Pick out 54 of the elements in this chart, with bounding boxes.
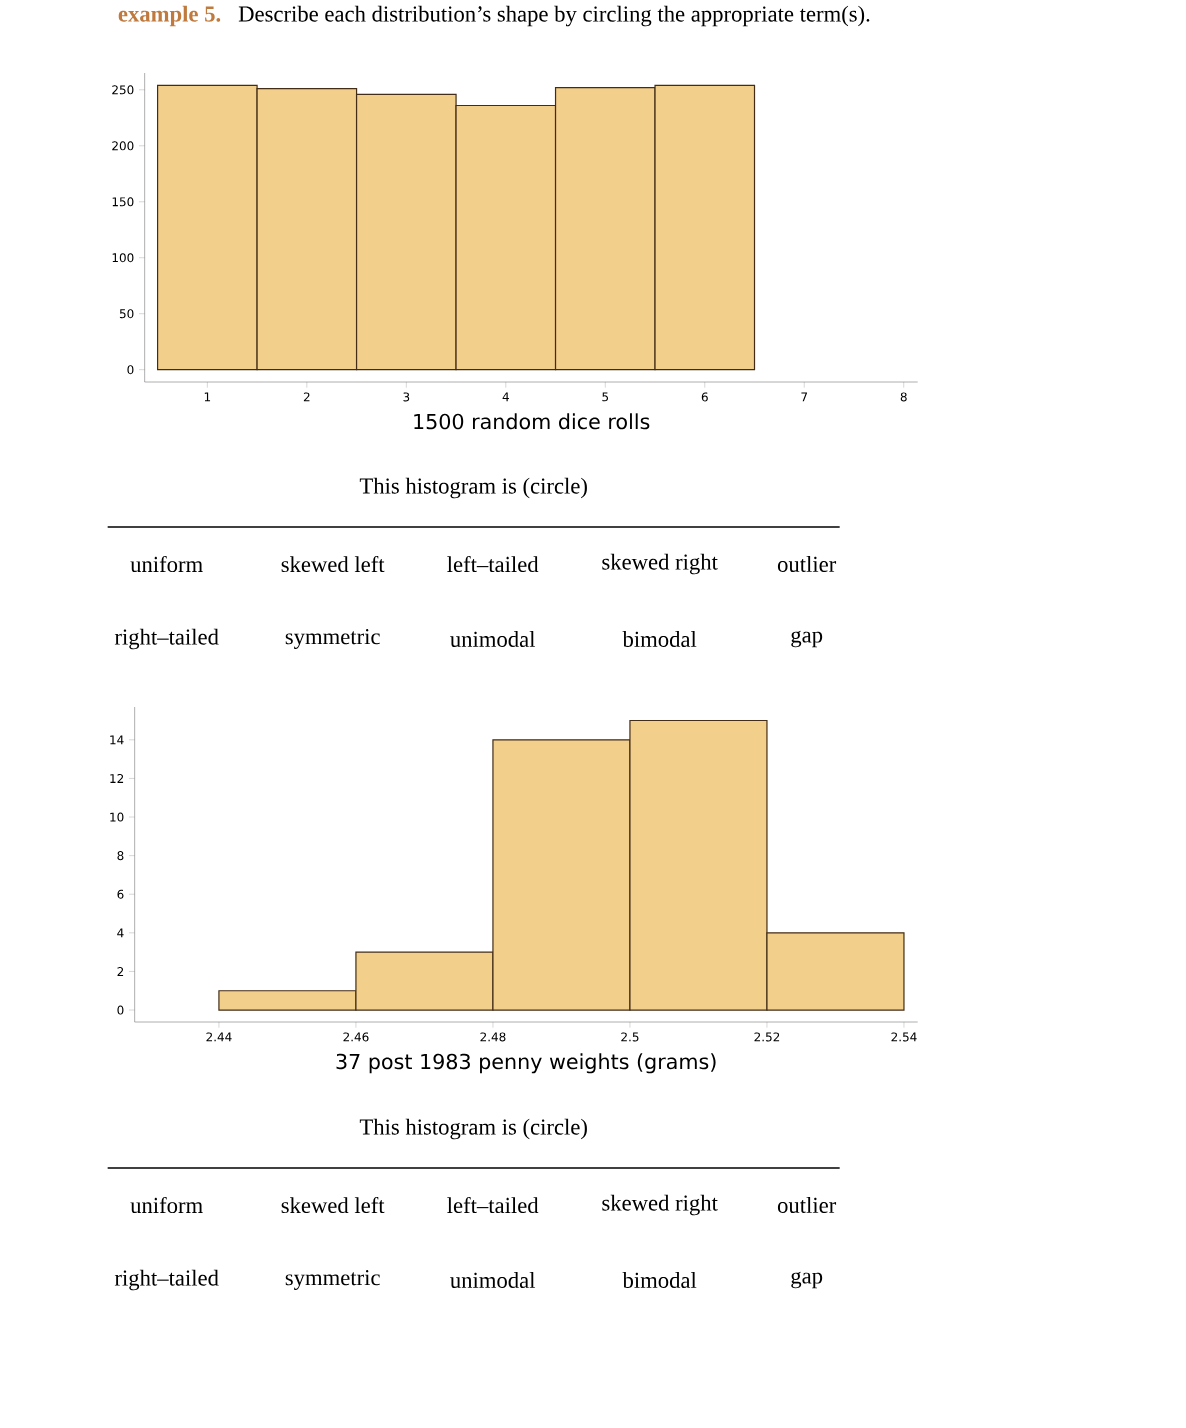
text: unimodal: [450, 631, 536, 647]
x-tick-label: 2.5: [621, 1032, 639, 1042]
x-tick-label: 3: [403, 392, 410, 402]
x-tick-label: 2.46: [343, 1032, 369, 1042]
y-tick-label: 0: [117, 1005, 124, 1015]
y-tick-label: 12: [110, 773, 124, 783]
x-tick-label: 8: [900, 392, 907, 402]
x-tick-label: 2: [304, 392, 310, 402]
x-axis-title: 37 post 1983 penny weights (grams): [336, 1053, 716, 1074]
y-tick-label: 14: [110, 735, 124, 745]
x-tick-label: 4: [502, 392, 510, 402]
x-axis-title: 1500 random dice rolls: [414, 413, 650, 430]
text: This histogram is (circle): [360, 1118, 588, 1140]
y-tick-label: 250: [112, 85, 134, 95]
y-tick-label: 100: [112, 253, 134, 263]
text: right–tailed: [115, 628, 219, 650]
text: symmetric: [285, 1270, 380, 1290]
x-tick-label: 2.52: [754, 1032, 780, 1042]
text: left–tailed: [447, 555, 539, 573]
text: skewed left: [281, 555, 385, 573]
y-tick-label: 2: [117, 966, 124, 976]
y-tick-label: 6: [117, 889, 124, 899]
text: gap: [791, 630, 823, 648]
x-tick-label: 2.48: [480, 1032, 506, 1042]
text: This histogram is (circle): [360, 477, 588, 499]
chart-subtitle: Describe each distribution’s shape by circling the appropriate term(s).: [238, 5, 870, 27]
y-tick-label: 50: [120, 309, 134, 319]
x-tick-label: 7: [801, 392, 808, 402]
x-tick-label: 1: [205, 392, 211, 402]
x-tick-label: 2.54: [891, 1032, 917, 1042]
text: uniform: [130, 1196, 203, 1214]
text: skewed right: [602, 1194, 718, 1216]
text: bimodal: [622, 1272, 697, 1288]
x-tick-label: 6: [701, 392, 708, 402]
y-tick-label: 4: [117, 928, 124, 938]
text: skewed left: [281, 1196, 385, 1214]
chart-title: example 5.: [118, 5, 221, 27]
y-tick-label: 0: [127, 365, 134, 375]
y-tick-label: 200: [112, 141, 134, 151]
text: outlier: [778, 1197, 837, 1213]
text: left–tailed: [447, 1196, 539, 1214]
y-tick-label: 150: [112, 197, 134, 207]
text: uniform: [130, 555, 203, 573]
text: right–tailed: [115, 1269, 219, 1291]
x-tick-label: 2.44: [206, 1032, 232, 1042]
text: skewed right: [602, 553, 718, 575]
text: gap: [791, 1271, 823, 1289]
text: symmetric: [285, 629, 380, 649]
x-tick-label: 5: [602, 392, 609, 402]
text: bimodal: [622, 631, 697, 647]
y-tick-label: 10: [110, 812, 124, 822]
text: outlier: [778, 556, 837, 572]
y-tick-label: 8: [117, 851, 124, 861]
text: unimodal: [450, 1272, 536, 1288]
